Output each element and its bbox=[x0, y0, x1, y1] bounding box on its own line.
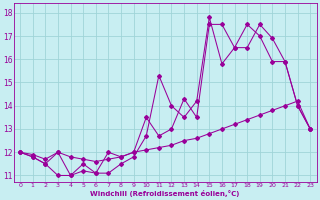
X-axis label: Windchill (Refroidissement éolien,°C): Windchill (Refroidissement éolien,°C) bbox=[91, 190, 240, 197]
